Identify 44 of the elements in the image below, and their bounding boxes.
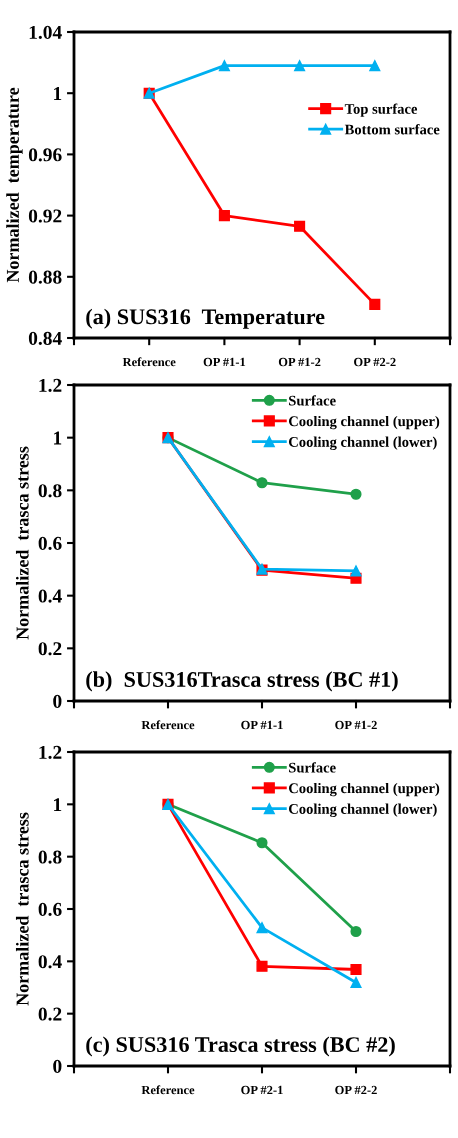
y-tick-label: 0.4 xyxy=(38,955,62,969)
y-tick-label: 0.84 xyxy=(28,331,62,346)
x-tick-label: OP #1-2 xyxy=(278,357,321,367)
y-tick-label: 0 xyxy=(53,694,62,708)
y-tick-label: 0.2 xyxy=(38,1007,62,1021)
text: (a) SUS316 Temperature xyxy=(86,308,325,329)
x-tick-label: Reference xyxy=(141,1085,195,1095)
text: (c) SUS316 Trasca stress (BC #2) xyxy=(86,1036,395,1057)
legend-label: Bottom surface xyxy=(344,124,440,135)
y-tick-label: 1.2 xyxy=(39,378,62,393)
legend-label: Surface xyxy=(289,395,336,406)
y-tick-label: 1 xyxy=(54,431,62,445)
y-tick-label: 0.2 xyxy=(38,642,62,656)
y-tick-label: 0.6 xyxy=(38,902,62,917)
y-tick-label: 1.04 xyxy=(29,25,62,40)
legend-label: Cooling channel (upper) xyxy=(288,782,440,797)
y-tick-label: 0.88 xyxy=(28,270,62,284)
x-tick-label: OP #1-1 xyxy=(203,357,246,367)
y-tick-label: 0.8 xyxy=(38,484,62,498)
x-tick-label: OP #1-1 xyxy=(241,720,283,730)
legend-label: Top surface xyxy=(344,103,418,117)
legend-label: Surface xyxy=(289,762,336,773)
text: (b) SUS316Trasca stress (BC #1) xyxy=(86,671,398,692)
y-tick-label: 0.8 xyxy=(38,850,62,864)
y-tick-label: 0.96 xyxy=(28,148,62,162)
y-tick-label: 0.92 xyxy=(28,209,62,223)
x-tick-label: OP #2-2 xyxy=(354,357,396,367)
y-axis-title: Normalized trasca stress xyxy=(15,446,29,640)
y-tick-label: 0.4 xyxy=(38,589,62,603)
legend-label: Cooling channel (lower) xyxy=(288,803,437,817)
x-tick-label: Reference xyxy=(122,357,176,367)
y-tick-label: 1 xyxy=(54,798,62,812)
y-tick-label: 0.6 xyxy=(38,536,62,551)
legend-label: Cooling channel (upper) xyxy=(288,415,440,430)
legend-label: Cooling channel (lower) xyxy=(288,436,437,450)
x-tick-label: Reference xyxy=(141,720,195,730)
x-tick-label: OP #2-1 xyxy=(241,1085,283,1095)
y-tick-label: 1 xyxy=(54,87,62,100)
x-tick-label: OP #2-2 xyxy=(335,1085,377,1095)
x-tick-label: OP #1-2 xyxy=(335,720,377,730)
y-tick-label: 1.2 xyxy=(39,745,62,760)
y-axis-title: Normalized trasca stress xyxy=(15,812,29,1006)
y-axis-title: Normalized temperature xyxy=(6,87,23,283)
y-tick-label: 0 xyxy=(53,1059,62,1073)
